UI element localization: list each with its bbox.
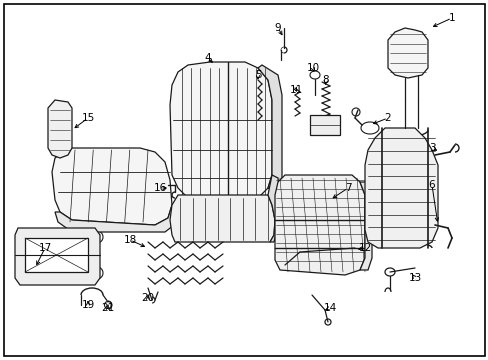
Polygon shape: [267, 175, 280, 242]
Text: 7: 7: [344, 183, 350, 193]
Polygon shape: [170, 62, 271, 205]
Text: 5: 5: [254, 70, 261, 80]
Text: 10: 10: [306, 63, 319, 73]
Polygon shape: [274, 175, 364, 275]
Text: 16: 16: [153, 183, 166, 193]
Polygon shape: [25, 238, 88, 272]
Polygon shape: [309, 115, 339, 135]
Polygon shape: [52, 148, 172, 225]
Text: 8: 8: [322, 75, 328, 85]
Text: 4: 4: [204, 53, 211, 63]
Polygon shape: [55, 205, 178, 232]
Text: 13: 13: [407, 273, 421, 283]
Text: 19: 19: [81, 300, 95, 310]
Polygon shape: [48, 100, 72, 158]
Text: 17: 17: [38, 243, 52, 253]
Text: 14: 14: [323, 303, 336, 313]
Polygon shape: [258, 65, 282, 192]
Polygon shape: [364, 128, 437, 248]
Text: 3: 3: [428, 143, 434, 153]
Polygon shape: [387, 28, 427, 78]
Polygon shape: [15, 228, 100, 285]
Text: 9: 9: [274, 23, 281, 33]
Polygon shape: [359, 182, 371, 270]
Text: 15: 15: [81, 113, 95, 123]
Polygon shape: [170, 195, 274, 242]
Text: 18: 18: [123, 235, 136, 245]
Text: 12: 12: [358, 243, 371, 253]
Text: 11: 11: [289, 85, 302, 95]
Text: 1: 1: [448, 13, 454, 23]
Text: 2: 2: [384, 113, 390, 123]
Text: 21: 21: [101, 303, 114, 313]
Text: 6: 6: [428, 180, 434, 190]
Text: 20: 20: [141, 293, 154, 303]
